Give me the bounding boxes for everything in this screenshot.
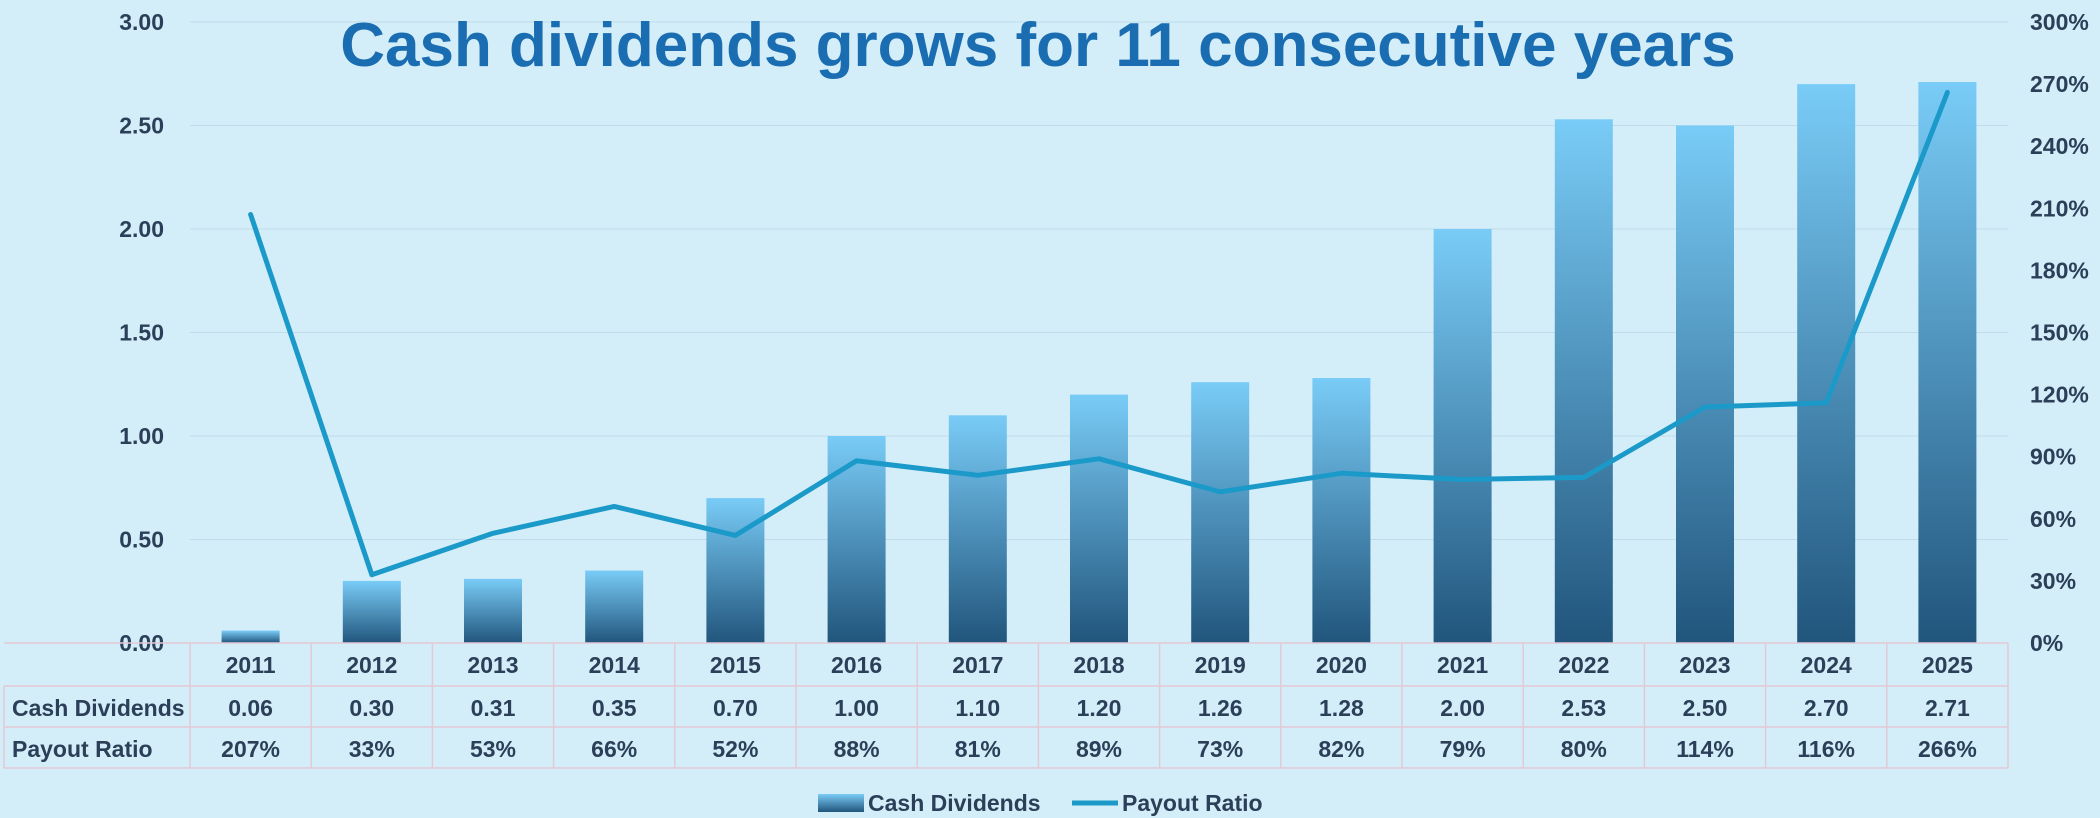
y-left-tick-label: 1.50 [119, 320, 164, 346]
data-label: 88% [834, 736, 880, 762]
y-right-tick-label: 30% [2030, 568, 2076, 594]
y-left-tick-label: 2.00 [119, 216, 164, 242]
y-right-tick-label: 0% [2030, 630, 2063, 656]
legend: Cash Dividends Payout Ratio [818, 790, 1263, 816]
x-tick-label: 2023 [1679, 652, 1730, 678]
bar [585, 570, 644, 643]
x-tick-label: 2021 [1437, 652, 1488, 678]
data-label: 73% [1197, 736, 1243, 762]
x-tick-label: 2015 [710, 652, 761, 678]
y-left-tick-label: 2.50 [119, 113, 164, 139]
data-label: 79% [1440, 736, 1486, 762]
bar [1191, 382, 1250, 643]
x-tick-label: 2022 [1558, 652, 1609, 678]
data-label: 80% [1561, 736, 1607, 762]
data-label: 52% [712, 736, 758, 762]
bar [1918, 82, 1977, 643]
y-left-tick-label: 0.50 [119, 527, 164, 553]
bar [1554, 119, 1613, 644]
y-right-tick-label: 270% [2030, 71, 2089, 97]
y-right-tick-label: 240% [2030, 133, 2089, 159]
y-right-tick-label: 60% [2030, 506, 2076, 532]
table-row-label: Payout Ratio [12, 736, 153, 762]
data-label: 0.06 [228, 695, 273, 721]
bar [1676, 125, 1734, 643]
y-left-tick-label: 3.00 [119, 9, 164, 35]
x-tick-label: 2012 [346, 652, 397, 678]
data-label: 2.71 [1925, 695, 1970, 721]
bar [948, 415, 1007, 643]
bar [1070, 394, 1128, 643]
data-label: 2.00 [1440, 695, 1485, 721]
bar [221, 630, 280, 643]
data-label: 266% [1918, 736, 1977, 762]
y-right-tick-label: 150% [2030, 320, 2089, 346]
x-tick-label: 2017 [952, 652, 1003, 678]
data-label: 0.35 [592, 695, 637, 721]
x-tick-label: 2013 [467, 652, 518, 678]
y-right-tick-label: 120% [2030, 382, 2089, 408]
table-row-label: Cash Dividends [12, 695, 185, 721]
x-tick-label: 2019 [1195, 652, 1246, 678]
x-tick-label: 2025 [1922, 652, 1973, 678]
payout-ratio-line [248, 89, 1950, 578]
y-left-tick-label: 1.00 [119, 423, 164, 449]
data-label: 0.30 [349, 695, 394, 721]
bar [342, 580, 401, 643]
line-layer [248, 89, 1950, 578]
bar-layer [221, 82, 1977, 644]
bar [1312, 378, 1371, 643]
data-label: 2.53 [1561, 695, 1606, 721]
data-label: 2.70 [1804, 695, 1849, 721]
data-label: 1.26 [1198, 695, 1243, 721]
bar [464, 578, 522, 643]
bar [827, 436, 886, 643]
y-right-tick-label: 90% [2030, 444, 2076, 470]
data-label: 0.31 [471, 695, 516, 721]
legend-label-cash-dividends: Cash Dividends [868, 790, 1041, 816]
y-right-tick-label: 210% [2030, 195, 2089, 221]
bar [1433, 229, 1492, 643]
y-right-tick-label: 180% [2030, 257, 2089, 283]
data-label: 0.70 [713, 695, 758, 721]
legend-swatch-cash-dividends [818, 794, 864, 812]
data-label: 1.10 [955, 695, 1000, 721]
data-table: 2011 2012 2013 2014 2015 2016 2017 2018 2019 2020… [3, 642, 2009, 769]
data-label: 1.20 [1077, 695, 1122, 721]
chart-title: Cash dividends grows for 11 consecutive … [340, 11, 1736, 80]
data-label: 33% [349, 736, 395, 762]
y-right-tick-label: 300% [2030, 9, 2089, 35]
x-tick-label: 2020 [1316, 652, 1367, 678]
axis-layer: 0.000.501.001.502.002.503.000%30%60%90%1… [119, 9, 2089, 656]
data-label: 2.50 [1683, 695, 1728, 721]
legend-label-payout-ratio: Payout Ratio [1122, 790, 1263, 816]
x-tick-label: 2024 [1801, 652, 1852, 678]
data-label: 1.28 [1319, 695, 1364, 721]
x-tick-label: 2011 [226, 652, 276, 678]
data-label: 114% [1676, 736, 1734, 762]
data-label: 1.00 [834, 695, 879, 721]
data-label: 89% [1076, 736, 1122, 762]
data-label: 81% [955, 736, 1001, 762]
x-tick-label: 2014 [589, 652, 640, 678]
bar [1797, 84, 1856, 644]
bar [706, 498, 765, 643]
data-label: 82% [1318, 736, 1364, 762]
data-label: 116% [1797, 736, 1855, 762]
data-label: 53% [470, 736, 516, 762]
x-tick-label: 2018 [1073, 652, 1124, 678]
data-label: 207% [221, 736, 280, 762]
x-tick-label: 2016 [831, 652, 882, 678]
data-label: 66% [591, 736, 637, 762]
